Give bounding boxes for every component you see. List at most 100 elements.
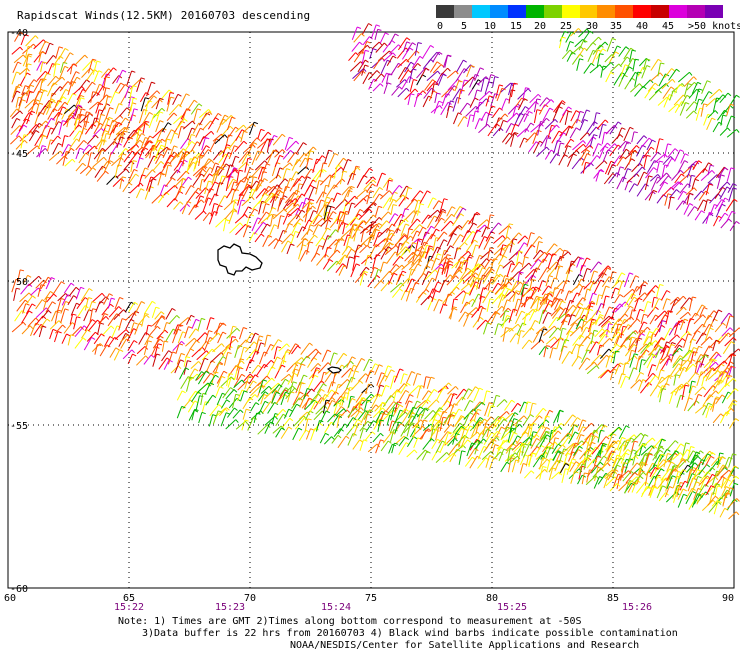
wind-barb xyxy=(350,263,357,278)
wind-barb-flag xyxy=(425,289,430,293)
wind-barb xyxy=(420,231,427,246)
wind-barb-flag xyxy=(268,185,273,189)
wind-barb xyxy=(255,179,261,192)
wind-barb xyxy=(391,86,400,96)
wind-barb xyxy=(460,220,469,231)
wind-barb-flag xyxy=(670,461,675,465)
wind-barb-flag xyxy=(560,102,565,106)
wind-barb xyxy=(64,158,73,167)
wind-barb xyxy=(686,163,693,178)
wind-barb xyxy=(436,231,445,242)
wind-barb-flag xyxy=(508,281,513,286)
wind-barb xyxy=(351,370,356,383)
wind-barb-flag xyxy=(395,264,400,268)
wind-barb xyxy=(333,165,338,179)
wind-barb xyxy=(502,327,507,342)
wind-barb-flag xyxy=(701,210,705,214)
wind-barb-flag xyxy=(592,292,597,296)
wind-barb xyxy=(424,79,434,91)
wind-barb-flag xyxy=(504,399,508,403)
wind-barb xyxy=(389,375,395,390)
wind-barb xyxy=(462,76,474,87)
wind-barb-flag xyxy=(582,426,587,429)
wind-barb-flag xyxy=(625,148,630,153)
wind-barb xyxy=(340,387,348,398)
wind-barb-flag xyxy=(671,341,676,345)
wind-barb xyxy=(358,44,368,54)
wind-barb xyxy=(724,337,734,347)
wind-barb xyxy=(106,175,116,185)
wind-barb-flag xyxy=(578,355,582,360)
wind-barb xyxy=(353,51,363,63)
wind-barb xyxy=(592,143,599,157)
wind-barb xyxy=(271,390,276,401)
wind-barb-flag xyxy=(693,110,697,115)
wind-barb-flag xyxy=(567,145,572,148)
wind-barb xyxy=(167,351,173,365)
wind-barb-flag xyxy=(237,365,242,369)
legend-swatch xyxy=(705,5,723,18)
wind-barb-flag xyxy=(156,90,161,94)
wind-barb xyxy=(25,303,33,315)
wind-barb xyxy=(316,383,324,394)
wind-barb xyxy=(186,315,192,325)
wind-barb-flag xyxy=(273,149,278,153)
wind-barb xyxy=(339,170,344,185)
wind-barb-flag xyxy=(489,247,495,249)
wind-barb xyxy=(112,115,121,123)
wind-barb-flag xyxy=(493,258,498,261)
wind-barb-flag xyxy=(378,205,383,208)
wind-barb xyxy=(227,178,234,189)
wind-barb-flag xyxy=(524,113,529,116)
wind-barb-flag xyxy=(224,114,229,118)
wind-barb-flag xyxy=(470,114,475,117)
wind-barb xyxy=(672,355,681,366)
wind-barb xyxy=(471,305,482,318)
wind-barb xyxy=(657,459,669,470)
wind-barb xyxy=(323,202,327,216)
wind-barb xyxy=(428,51,438,63)
wind-barb xyxy=(92,156,105,168)
wind-barb xyxy=(710,380,718,390)
wind-barb-flag xyxy=(729,315,734,318)
wind-barb xyxy=(273,239,280,250)
wind-barb xyxy=(351,380,361,391)
wind-barb xyxy=(430,246,438,261)
wind-barb-flag xyxy=(393,191,398,194)
wind-barb xyxy=(420,68,427,78)
wind-barb xyxy=(609,121,619,135)
wind-barb-flag xyxy=(657,384,661,389)
wind-barb-flag xyxy=(177,93,182,97)
wind-barb xyxy=(85,167,94,176)
wind-barb xyxy=(537,121,541,136)
wind-barb-flag xyxy=(115,347,120,351)
wind-barb-flag xyxy=(221,133,225,138)
wind-barb-flag xyxy=(636,145,640,149)
wind-barb-flag xyxy=(219,361,224,365)
wind-barb xyxy=(103,336,111,347)
wind-barb xyxy=(126,114,133,128)
wind-barb xyxy=(381,72,387,83)
wind-barb xyxy=(716,174,722,189)
wind-barb xyxy=(395,194,404,203)
wind-barb xyxy=(629,275,636,289)
wind-barb xyxy=(681,385,686,400)
wind-barb xyxy=(401,410,411,424)
wind-barb-flag xyxy=(602,123,607,126)
wind-barb-flag xyxy=(92,91,97,93)
wind-barb-flag xyxy=(125,126,130,130)
wind-barb xyxy=(505,223,510,238)
wind-barb xyxy=(548,327,559,339)
wind-barb xyxy=(522,287,531,298)
wind-barb xyxy=(576,257,581,268)
wind-barb xyxy=(660,290,668,301)
wind-barb xyxy=(97,323,101,335)
wind-barb-flag xyxy=(262,171,267,174)
wind-barb-flag xyxy=(686,459,690,463)
wind-barb xyxy=(332,192,338,203)
wind-barb-flag xyxy=(586,326,590,330)
wind-barb xyxy=(395,411,406,422)
wind-barb xyxy=(494,416,503,428)
wind-barb-flag xyxy=(133,340,138,344)
wind-barb xyxy=(60,62,64,73)
